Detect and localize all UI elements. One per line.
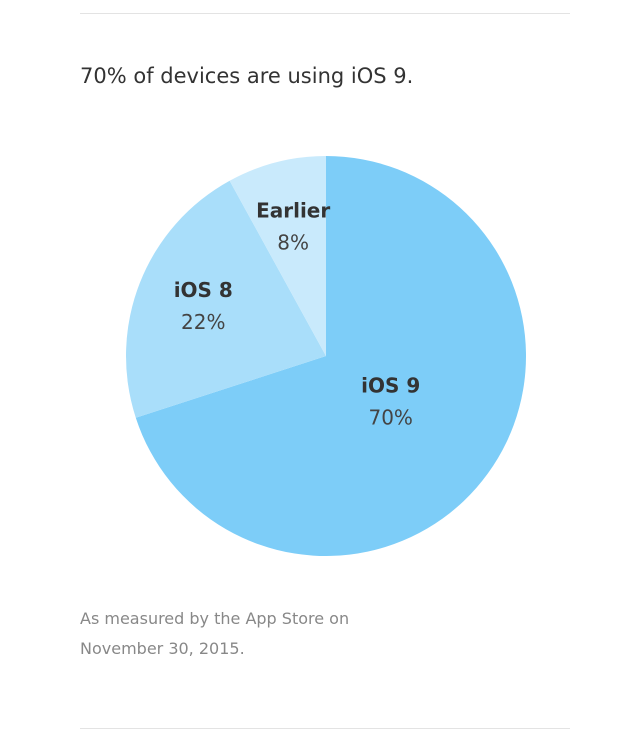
bottom-rule — [80, 728, 570, 729]
pie-slice — [125, 180, 326, 418]
pie-slice — [135, 156, 526, 556]
slice-value-label: 22% — [181, 310, 225, 334]
pie-slice — [229, 156, 326, 356]
slice-name: iOS 8 — [174, 278, 233, 302]
slice-name: Earlier — [256, 199, 330, 223]
slice-value-label: 70% — [368, 406, 412, 430]
chart: iOS 9 70% iOS 8 22% Earlier 8% — [125, 156, 526, 556]
slice-name: iOS 9 — [361, 374, 420, 398]
footnote: As measured by the App Store on November… — [80, 609, 350, 658]
top-rule — [80, 13, 570, 14]
chart-title: 70% of devices are using iOS 9. — [80, 64, 414, 88]
slice-value-label: 8% — [277, 231, 309, 255]
